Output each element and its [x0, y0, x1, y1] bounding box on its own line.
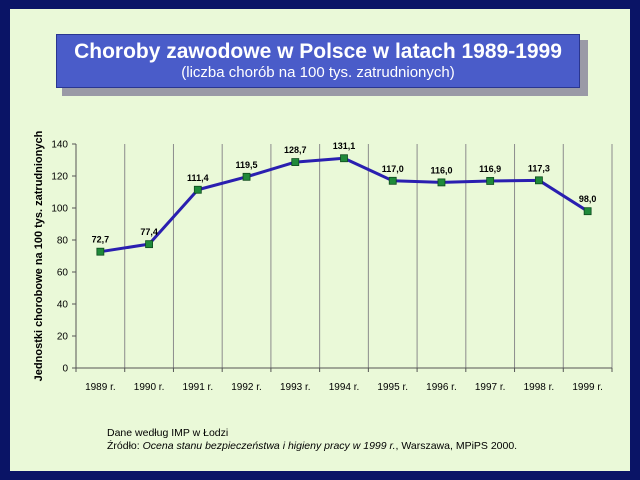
- data-point: [535, 176, 543, 185]
- y-tick-label: 120: [51, 172, 68, 183]
- x-tick-label: 1998 r.: [524, 382, 555, 393]
- source-prefix: Źródło:: [107, 440, 143, 452]
- y-tick-label: 0: [62, 364, 68, 375]
- data-label: 119,5: [236, 160, 258, 170]
- y-axis-label: Jednostki chorobowe na 100 tys. zatrudni…: [33, 130, 45, 381]
- data-label: 117,3: [528, 163, 550, 173]
- y-tick-label: 140: [51, 140, 68, 151]
- x-tick-label: 1993 r.: [280, 382, 311, 393]
- x-tick-label: 1994 r.: [329, 382, 360, 393]
- data-point: [437, 178, 446, 187]
- x-tick-label: 1992 r.: [231, 382, 262, 393]
- source-line1: Dane według IMP w Łodzi: [107, 427, 229, 439]
- data-label: 72,7: [92, 235, 110, 245]
- data-point: [242, 172, 251, 181]
- x-tick-label: 1996 r.: [426, 382, 457, 393]
- y-tick-label: 80: [57, 236, 69, 247]
- data-label: 111,4: [187, 173, 209, 183]
- chart-title: Choroby zawodowe w Polsce w latach 1989-…: [74, 40, 562, 63]
- data-label: 98,0: [579, 194, 597, 204]
- data-label: 128,7: [284, 145, 307, 155]
- x-tick-label: 1989 r.: [85, 382, 116, 393]
- data-point: [145, 240, 153, 249]
- source-italic: Ocena stanu bezpieczeństwa i higieny pra…: [142, 440, 396, 452]
- data-point: [388, 176, 397, 185]
- data-point: [291, 158, 300, 166]
- y-tick-label: 100: [51, 204, 68, 215]
- chart-subtitle: (liczba chorób na 100 tys. zatrudnionych…: [181, 64, 455, 81]
- y-tick-label: 40: [57, 300, 69, 311]
- source-note: Dane według IMP w Łodzi Źródło: Ocena st…: [107, 427, 517, 453]
- source-suffix: , Warszawa, MPiPS 2000.: [395, 440, 518, 452]
- x-tick-label: 1999 r.: [572, 382, 603, 393]
- data-label: 77,4: [140, 227, 158, 237]
- data-point: [583, 207, 592, 216]
- data-label: 116,9: [479, 164, 501, 174]
- x-tick-label: 1997 r.: [475, 382, 506, 393]
- x-tick-label: 1990 r.: [134, 382, 165, 393]
- title-box: Choroby zawodowe w Polsce w latach 1989-…: [56, 34, 580, 88]
- data-label: 117,0: [382, 164, 404, 174]
- y-tick-label: 60: [57, 268, 69, 279]
- source-line2: Źródło: Ocena stanu bezpieczeństwa i hig…: [107, 440, 517, 453]
- data-point: [340, 154, 348, 163]
- x-tick-label: 1991 r.: [183, 382, 214, 393]
- data-label: 131,1: [333, 141, 356, 151]
- data-point: [486, 177, 495, 185]
- data-point: [96, 247, 105, 256]
- data-label: 116,0: [430, 165, 452, 175]
- data-point: [193, 185, 202, 194]
- y-tick-label: 20: [57, 332, 69, 343]
- x-tick-label: 1995 r.: [377, 382, 408, 393]
